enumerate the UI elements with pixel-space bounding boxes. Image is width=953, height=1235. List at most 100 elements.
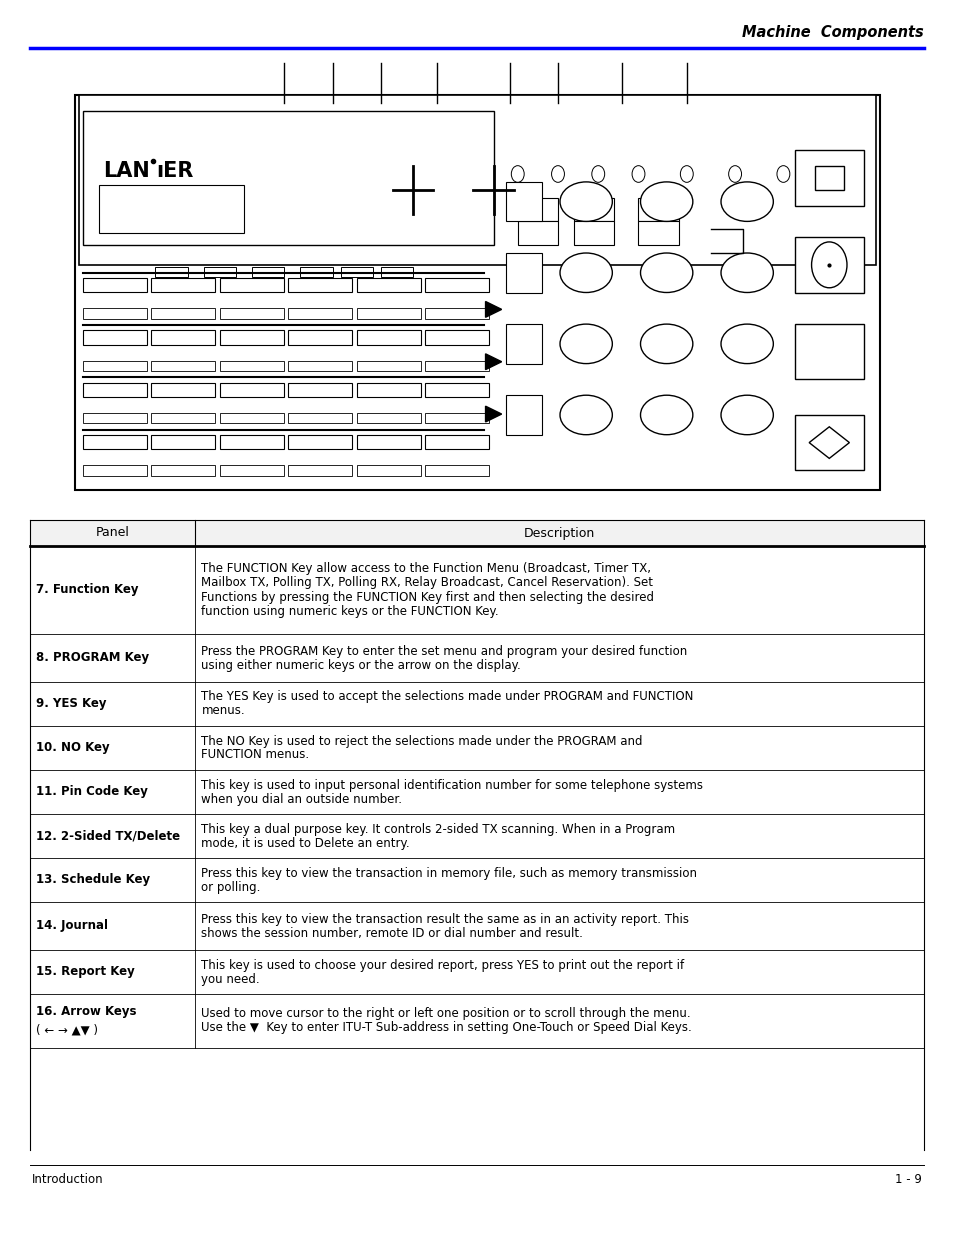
Bar (152, 383, 215, 396)
Text: Functions by pressing the FUNCTION Key first and then selecting the desired: Functions by pressing the FUNCTION Key f… (201, 590, 654, 604)
Bar (795, 415, 863, 471)
Bar (220, 466, 284, 475)
Bar (152, 361, 215, 370)
Text: This key is used to input personal identification number for some telephone syst: This key is used to input personal ident… (201, 778, 702, 792)
Bar (356, 414, 420, 424)
Bar (638, 221, 678, 245)
Bar (152, 309, 215, 319)
Bar (152, 278, 215, 293)
Ellipse shape (720, 324, 773, 363)
Text: This key is used to choose your desired report, press YES to print out the repor: This key is used to choose your desired … (201, 958, 684, 972)
Bar (83, 414, 147, 424)
Text: Description: Description (523, 526, 595, 540)
Bar (220, 330, 284, 345)
Text: Mailbox TX, Polling TX, Polling RX, Relay Broadcast, Cancel Reservation). Set: Mailbox TX, Polling TX, Polling RX, Rela… (201, 577, 653, 589)
Bar (795, 151, 863, 205)
Ellipse shape (639, 182, 692, 221)
Bar (425, 414, 489, 424)
Bar (252, 267, 284, 277)
Bar (425, 309, 489, 319)
Bar (83, 435, 147, 450)
Bar (79, 95, 875, 264)
Text: using either numeric keys or the arrow on the display.: using either numeric keys or the arrow o… (201, 658, 520, 672)
Bar (30, 520, 923, 546)
Text: or polling.: or polling. (201, 881, 260, 893)
Bar (83, 361, 147, 370)
Bar (288, 309, 352, 319)
Bar (300, 267, 333, 277)
Bar (152, 414, 215, 424)
Bar (814, 165, 842, 190)
Text: Panel: Panel (95, 526, 130, 540)
Text: 7. Function Key: 7. Function Key (36, 583, 138, 597)
Bar (220, 414, 284, 424)
Ellipse shape (559, 324, 612, 363)
Text: Press this key to view the transaction in memory file, such as memory transmissi: Press this key to view the transaction i… (201, 867, 697, 879)
Bar (425, 361, 489, 370)
Text: The YES Key is used to accept the selections made under PROGRAM and FUNCTION: The YES Key is used to accept the select… (201, 690, 693, 704)
Bar (83, 466, 147, 475)
Text: Press the PROGRAM Key to enter the set menu and program your desired function: Press the PROGRAM Key to enter the set m… (201, 645, 687, 657)
Polygon shape (485, 353, 501, 369)
Bar (83, 330, 147, 345)
Text: Introduction: Introduction (32, 1173, 104, 1186)
Ellipse shape (639, 395, 692, 435)
Bar (83, 309, 147, 319)
Bar (356, 278, 420, 293)
Text: 1 - 9: 1 - 9 (894, 1173, 921, 1186)
Bar (356, 466, 420, 475)
Text: ( ← → ▲▼ ): ( ← → ▲▼ ) (36, 1024, 98, 1036)
Ellipse shape (639, 253, 692, 293)
Bar (517, 221, 558, 245)
Text: function using numeric keys or the FUNCTION Key.: function using numeric keys or the FUNCT… (201, 604, 498, 618)
Bar (638, 198, 678, 221)
Bar (288, 278, 352, 293)
Text: 11. Pin Code Key: 11. Pin Code Key (36, 785, 148, 799)
Bar (425, 278, 489, 293)
Text: 8. PROGRAM Key: 8. PROGRAM Key (36, 652, 149, 664)
Text: Used to move cursor to the right or left one position or to scroll through the m: Used to move cursor to the right or left… (201, 1008, 690, 1020)
Bar (152, 435, 215, 450)
Bar (505, 182, 541, 221)
Text: LAN: LAN (104, 162, 151, 182)
Text: 10. NO Key: 10. NO Key (36, 741, 110, 755)
Text: The NO Key is used to reject the selections made under the PROGRAM and: The NO Key is used to reject the selecti… (201, 735, 642, 747)
Bar (356, 330, 420, 345)
Text: FUNCTION menus.: FUNCTION menus. (201, 748, 309, 762)
Bar (425, 383, 489, 396)
Bar (152, 466, 215, 475)
Bar (288, 414, 352, 424)
Bar (83, 278, 147, 293)
Bar (505, 395, 541, 435)
Bar (356, 309, 420, 319)
Text: you need.: you need. (201, 972, 260, 986)
Bar (220, 435, 284, 450)
Bar (220, 383, 284, 396)
Bar (574, 198, 614, 221)
Text: shows the session number, remote ID or dial number and result.: shows the session number, remote ID or d… (201, 926, 582, 940)
Bar (505, 253, 541, 293)
Polygon shape (485, 406, 501, 422)
Bar (83, 383, 147, 396)
Ellipse shape (559, 253, 612, 293)
Bar (75, 95, 879, 490)
Text: 16. Arrow Keys: 16. Arrow Keys (36, 1005, 136, 1019)
Text: 9. YES Key: 9. YES Key (36, 698, 107, 710)
Ellipse shape (720, 182, 773, 221)
Text: ıER: ıER (155, 162, 193, 182)
Ellipse shape (720, 395, 773, 435)
Bar (83, 111, 493, 245)
Bar (380, 267, 413, 277)
Bar (340, 267, 373, 277)
Bar (220, 309, 284, 319)
Text: 14. Journal: 14. Journal (36, 920, 108, 932)
Text: 13. Schedule Key: 13. Schedule Key (36, 873, 150, 887)
Bar (288, 435, 352, 450)
Text: Use the ▼  Key to enter ITU-T Sub-address in setting One-Touch or Speed Dial Key: Use the ▼ Key to enter ITU-T Sub-address… (201, 1021, 692, 1035)
Bar (288, 383, 352, 396)
Ellipse shape (639, 324, 692, 363)
Bar (288, 466, 352, 475)
Text: The FUNCTION Key allow access to the Function Menu (Broadcast, Timer TX,: The FUNCTION Key allow access to the Fun… (201, 562, 651, 576)
Text: This key a dual purpose key. It controls 2-sided TX scanning. When in a Program: This key a dual purpose key. It controls… (201, 823, 675, 836)
Text: 15. Report Key: 15. Report Key (36, 966, 134, 978)
